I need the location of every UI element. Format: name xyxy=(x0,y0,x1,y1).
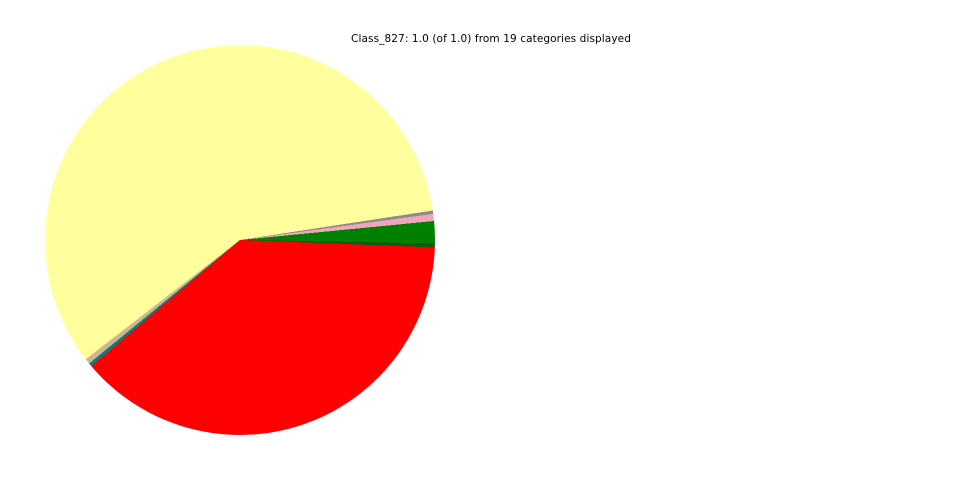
chart-title: Class_827: 1.0 (of 1.0) from 19 categori… xyxy=(351,33,631,45)
pie-chart xyxy=(45,45,435,435)
